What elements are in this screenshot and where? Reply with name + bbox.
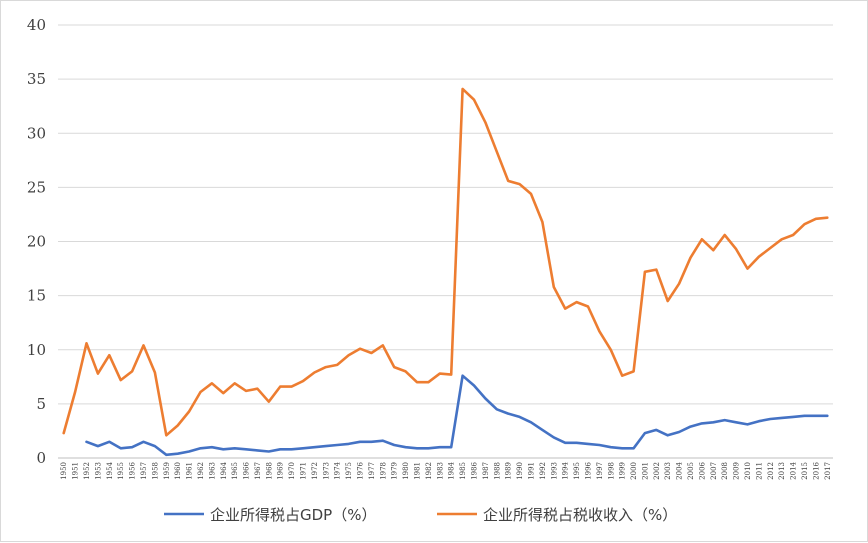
x-tick-label: 1959: [163, 462, 171, 480]
legend-label: 企业所得税占GDP（%）: [210, 506, 376, 524]
x-tick-label: 1997: [596, 462, 604, 480]
x-tick-label: 2001: [641, 462, 649, 480]
x-tick-label: 1977: [368, 462, 376, 480]
x-tick-label: 2002: [653, 462, 661, 480]
x-tick-label: 1981: [414, 462, 422, 480]
x-tick-label: 1978: [379, 462, 387, 480]
x-tick-label: 1994: [562, 461, 570, 479]
y-tick-label: 40: [27, 16, 46, 34]
x-tick-label: 1967: [254, 462, 262, 480]
gridlines: [58, 24, 833, 405]
y-tick-label: 0: [36, 449, 46, 467]
y-axis-ticks: 0 5 10 15 20 25 30 35 40: [27, 16, 46, 467]
x-tick-label: 2005: [687, 462, 695, 480]
y-tick-label: 5: [36, 395, 46, 413]
x-tick-label: 1990: [516, 462, 524, 480]
x-tick-label: 1961: [186, 462, 194, 480]
y-tick-label: 35: [27, 70, 46, 88]
x-tick-label: 2007: [710, 462, 718, 480]
x-tick-label: 1972: [311, 462, 319, 480]
x-tick-label: 1993: [550, 462, 558, 480]
x-tick-label: 2009: [733, 462, 741, 480]
x-tick-label: 1979: [391, 462, 399, 480]
x-tick-label: 1989: [505, 462, 513, 480]
series-line-1: [85, 374, 829, 457]
x-tick-label: 1964: [220, 461, 228, 479]
x-tick-label: 2011: [755, 462, 763, 480]
x-tick-label: 2015: [801, 462, 809, 480]
x-tick-label: 2013: [778, 462, 786, 480]
x-tick-label: 1954: [106, 461, 114, 479]
y-tick-label: 20: [27, 233, 46, 251]
x-tick-label: 1965: [231, 462, 239, 480]
x-tick-label: 1992: [539, 462, 547, 480]
x-tick-label: 1987: [482, 462, 490, 480]
x-tick-label: 1975: [345, 462, 353, 480]
x-tick-label: 1970: [288, 462, 296, 480]
x-tick-label: 1973: [322, 462, 330, 480]
x-tick-label: 1980: [402, 462, 410, 480]
x-tick-label: 1976: [357, 461, 365, 479]
x-tick-label: 1962: [197, 462, 205, 480]
x-tick-label: 1952: [83, 462, 91, 480]
x-tick-label: 1950: [60, 462, 68, 480]
x-tick-label: 1957: [140, 462, 148, 480]
x-tick-label: 1982: [425, 462, 433, 480]
x-tick-label: 2010: [744, 462, 752, 480]
x-tick-label: 2003: [664, 462, 672, 480]
x-tick-label: 1951: [72, 462, 80, 480]
x-tick-label: 1960: [174, 462, 182, 480]
x-tick-label: 2008: [721, 462, 729, 480]
x-tick-label: 1953: [94, 462, 102, 480]
y-tick-label: 30: [27, 124, 46, 142]
x-tick-label: 1998: [607, 462, 615, 480]
x-tick-label: 2014: [790, 461, 798, 479]
x-tick-label: 2000: [630, 462, 638, 480]
x-tick-label: 2012: [767, 462, 775, 480]
x-tick-label: 1995: [573, 462, 581, 480]
y-tick-label: 10: [27, 341, 46, 359]
x-tick-label: 2004: [676, 461, 684, 479]
series-lines: [62, 87, 829, 457]
y-tick-label: 25: [27, 178, 46, 196]
x-tick-label: 1984: [448, 461, 456, 479]
x-tick-label: 1985: [459, 462, 467, 480]
x-tick-label: 1956: [129, 461, 137, 479]
legend-label: 企业所得税占税收收入（%）: [483, 506, 677, 524]
x-tick-label: 2006: [698, 461, 706, 479]
y-tick-label: 15: [27, 287, 46, 305]
x-tick-label: 1969: [277, 462, 285, 480]
x-tick-label: 1983: [436, 462, 444, 480]
x-tick-label: 1958: [151, 462, 159, 480]
x-tick-label: 1999: [619, 462, 627, 480]
x-tick-label: 1968: [265, 462, 273, 480]
x-tick-label: 1963: [208, 462, 216, 480]
x-tick-label: 1991: [527, 462, 535, 480]
x-tick-label: 1966: [243, 461, 251, 479]
x-tick-label: 1974: [334, 461, 342, 479]
x-axis: 1950 1951 1952 1953 1954 1955 1956 1957 1958 1959…: [58, 457, 833, 480]
x-tick-label: 2016: [812, 461, 820, 479]
series-line-2: [62, 87, 829, 437]
x-tick-label: 1986: [470, 461, 478, 479]
x-tick-label: 2017: [824, 462, 832, 480]
x-tick-label: 1955: [117, 462, 125, 480]
x-tick-label: 1996: [584, 461, 592, 479]
x-tick-label: 1988: [493, 462, 501, 480]
legend: 企业所得税占GDP（%） 企业所得税占税收收入（%）: [164, 506, 677, 524]
x-tick-label: 1971: [300, 462, 308, 480]
